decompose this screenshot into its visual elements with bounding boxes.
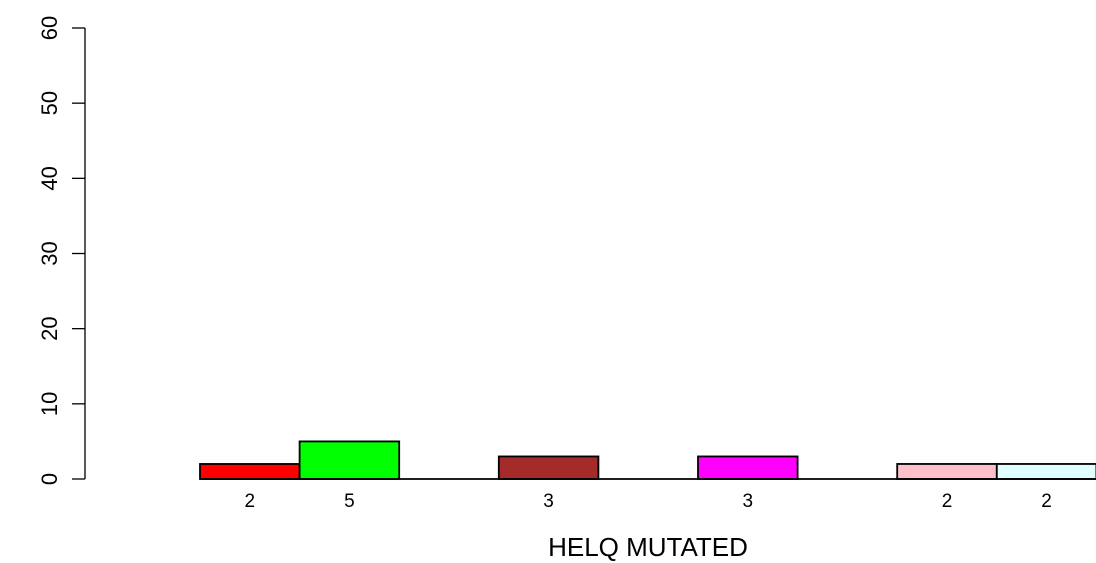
bars bbox=[199, 440, 1096, 480]
bar-value-label: 2 bbox=[1041, 491, 1052, 512]
bar bbox=[896, 463, 998, 480]
y-tick-label: 60 bbox=[37, 16, 62, 40]
y-axis: 0 10 20 30 40 50 60 bbox=[37, 16, 86, 485]
bar-labels: 2 5 3 3 2 2 bbox=[245, 491, 1052, 512]
bar bbox=[497, 455, 600, 480]
bar-value-label: 2 bbox=[245, 491, 256, 512]
bar bbox=[298, 440, 401, 480]
bar-value-label: 5 bbox=[344, 491, 355, 512]
y-tick-label: 30 bbox=[37, 241, 62, 265]
bar bbox=[995, 463, 1096, 480]
y-tick-label: 0 bbox=[37, 473, 62, 485]
bar-value-label: 2 bbox=[942, 491, 953, 512]
bar bbox=[697, 455, 799, 480]
bar-value-label: 3 bbox=[543, 491, 554, 512]
y-tick-label: 40 bbox=[37, 166, 62, 190]
bar-value-label: 3 bbox=[743, 491, 754, 512]
x-axis-title: HELQ MUTATED bbox=[548, 532, 748, 562]
bar bbox=[199, 463, 301, 480]
y-tick-label: 10 bbox=[37, 392, 62, 416]
y-tick-label: 50 bbox=[37, 91, 62, 115]
y-tick-label: 20 bbox=[37, 316, 62, 340]
